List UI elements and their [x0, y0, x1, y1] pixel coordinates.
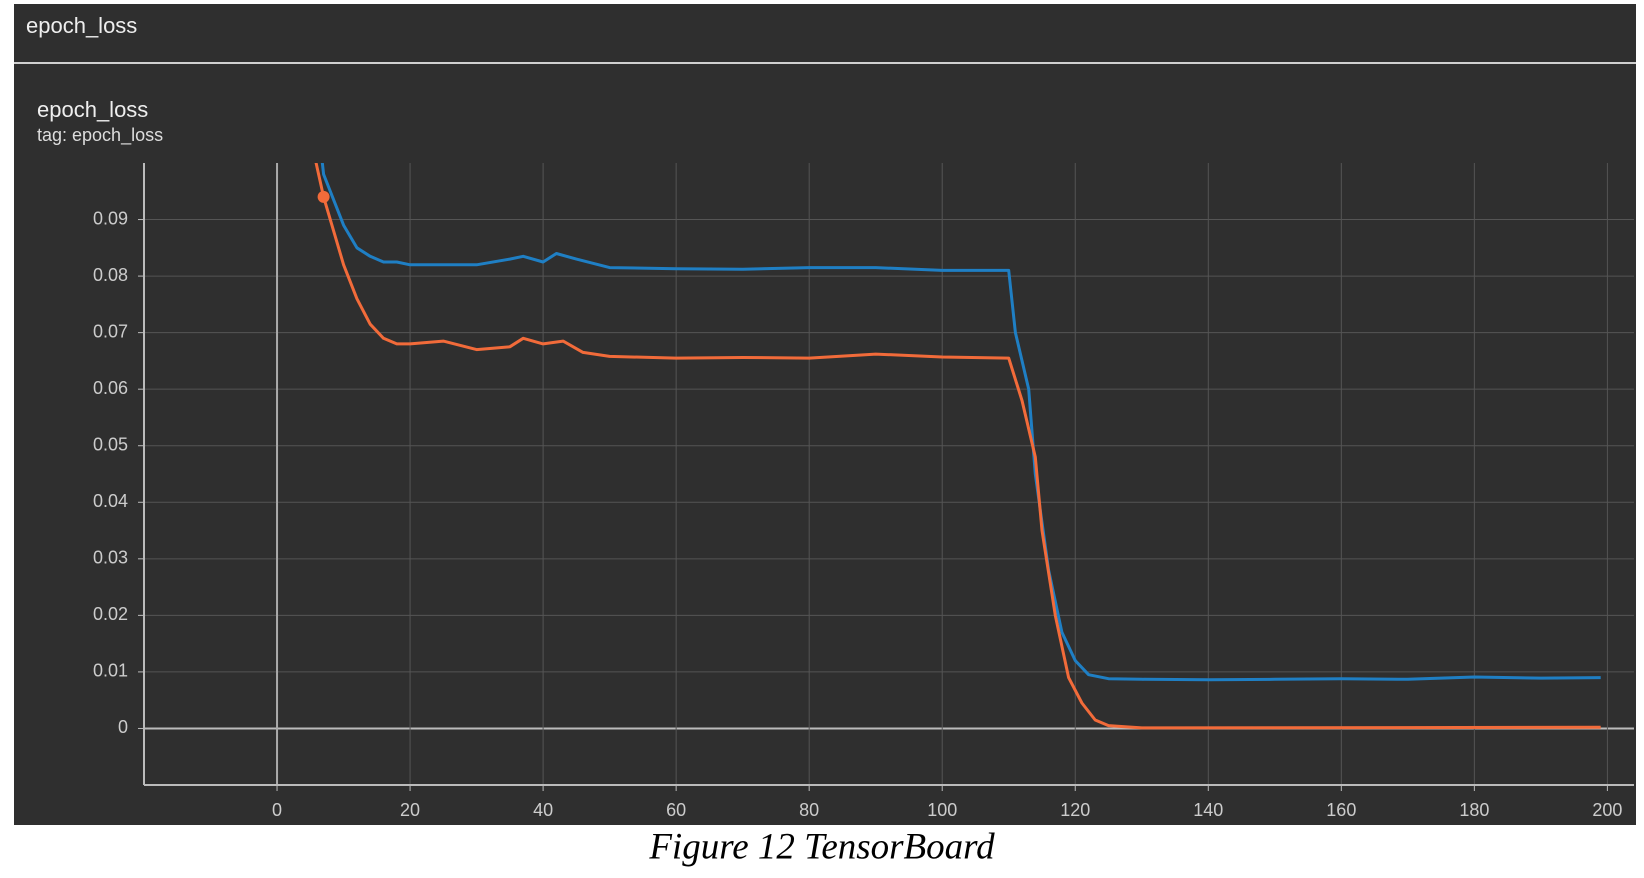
- y-tick-label: 0.04: [93, 491, 128, 511]
- y-tick-label: 0.06: [93, 378, 128, 398]
- y-tick-label: 0.07: [93, 321, 128, 341]
- x-tick-label: 40: [533, 800, 553, 820]
- x-tick-label: 100: [927, 800, 957, 820]
- y-tick-label: 0.09: [93, 208, 128, 228]
- header-title[interactable]: epoch_loss: [26, 13, 137, 38]
- x-tick-label: 0: [272, 800, 282, 820]
- panel: [14, 4, 1636, 825]
- x-tick-label: 140: [1193, 800, 1223, 820]
- x-tick-label: 80: [799, 800, 819, 820]
- x-tick-label: 120: [1060, 800, 1090, 820]
- x-tick-label: 60: [666, 800, 686, 820]
- x-tick-label: 20: [400, 800, 420, 820]
- y-tick-label: 0: [118, 717, 128, 737]
- x-tick-label: 180: [1459, 800, 1489, 820]
- series-line: [320, 163, 1601, 682]
- caption: Figure 12 TensorBoard: [648, 826, 995, 867]
- y-tick-label: 0.01: [93, 661, 128, 681]
- x-tick-label: 160: [1326, 800, 1356, 820]
- plot-area: [314, 163, 1601, 730]
- x-tick-label: 200: [1592, 800, 1622, 820]
- y-tick-label: 0.02: [93, 604, 128, 624]
- y-tick-label: 0.03: [93, 548, 128, 568]
- series-line: [314, 163, 1601, 730]
- highlight-point: [317, 190, 330, 203]
- chart-subtitle: tag: epoch_loss: [37, 125, 163, 146]
- y-tick-label: 0.08: [93, 265, 128, 285]
- plot: 0 0.01 0.02 0.03 0.04 0.05 0.06 0.07 0.08 0.09 0 20…: [93, 163, 1634, 820]
- chart-title: epoch_loss: [37, 97, 148, 122]
- y-tick-label: 0.05: [93, 434, 128, 454]
